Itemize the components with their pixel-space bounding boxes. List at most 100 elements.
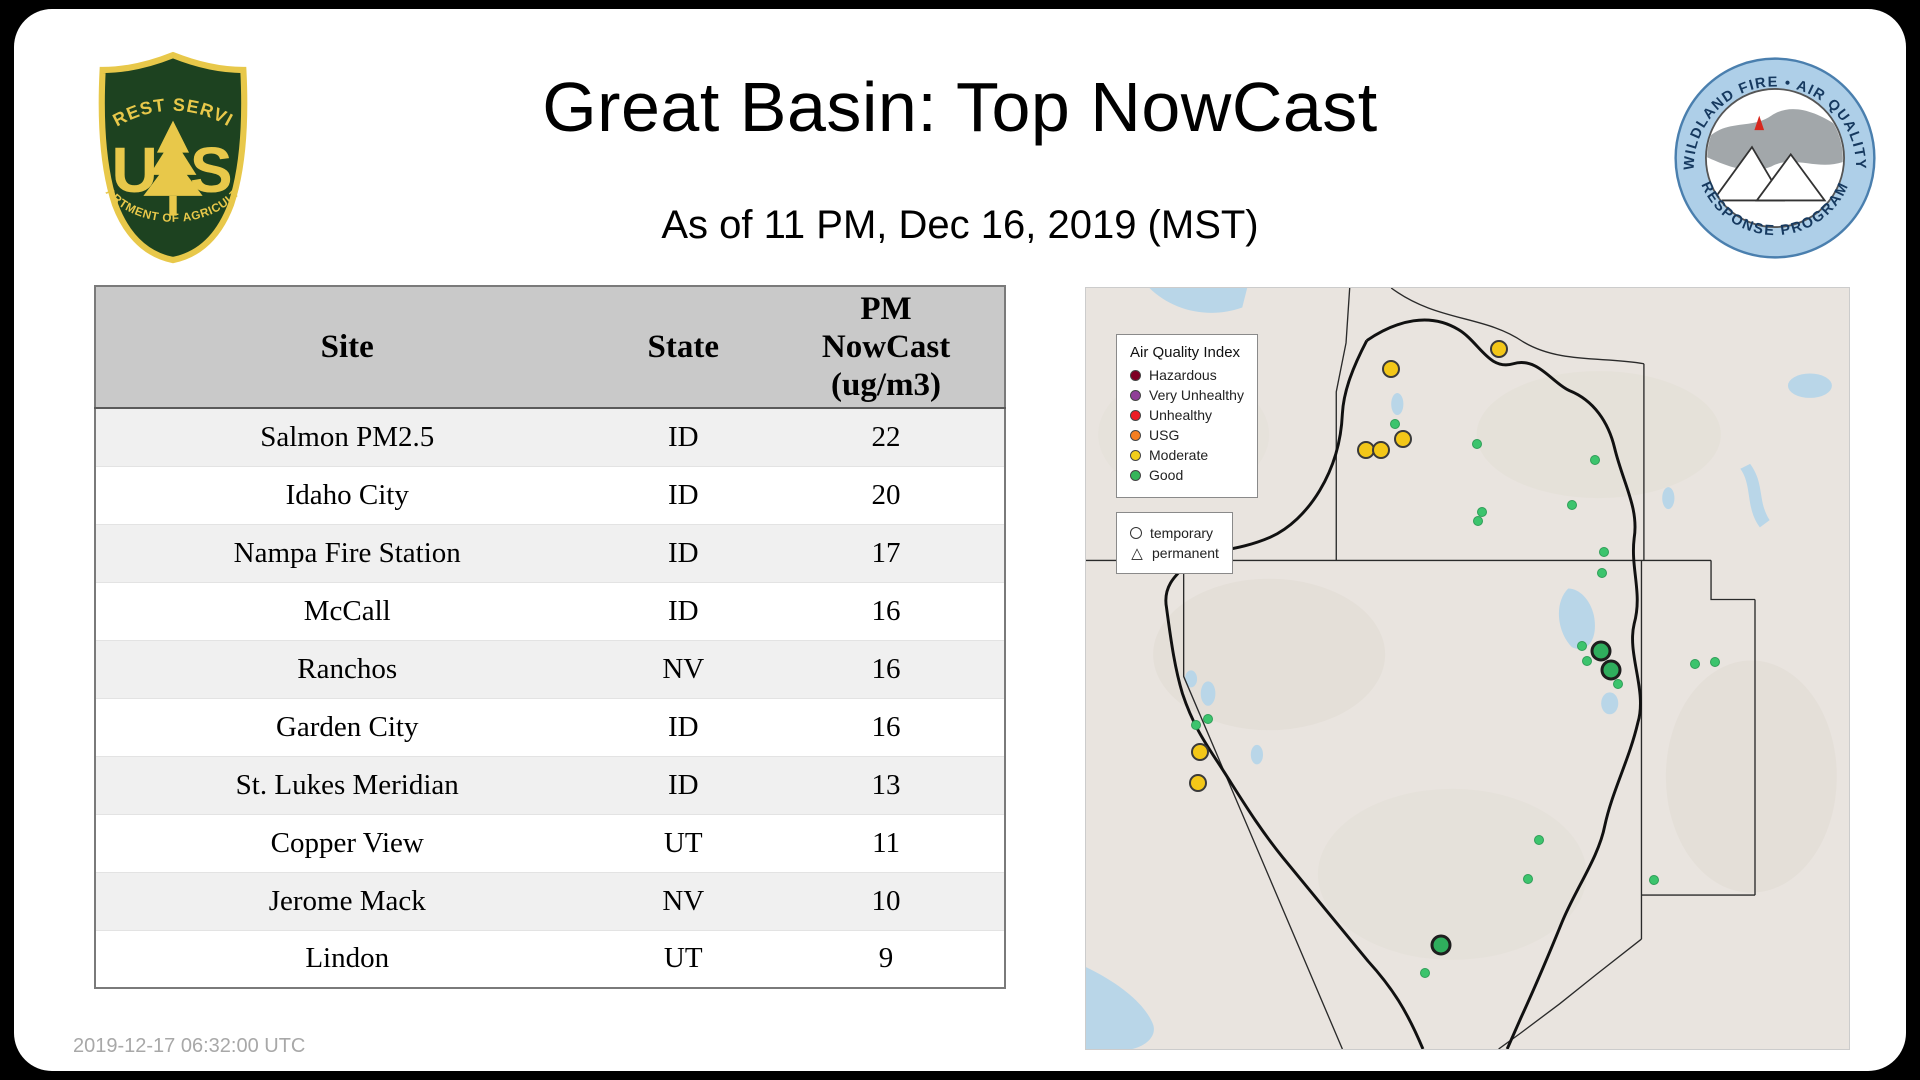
- water-bodies: [1086, 288, 1832, 1049]
- site-cell: Lindon: [95, 929, 599, 988]
- header-site: Site: [95, 286, 599, 409]
- map-marker-good[interactable]: [1590, 640, 1612, 662]
- aqi-color-dot-icon: [1130, 389, 1141, 401]
- fire-icon: [1754, 115, 1765, 131]
- marker-legend-label: temporary: [1150, 525, 1214, 541]
- map-marker-moderate[interactable]: [1382, 359, 1401, 378]
- table-header-row: Site State PM NowCast (ug/m3): [95, 286, 1005, 409]
- map-markers-layer: [1086, 288, 1849, 1049]
- value-cell: 16: [768, 639, 1005, 698]
- value-cell: 11: [768, 813, 1005, 872]
- map-marker-good[interactable]: [1597, 567, 1608, 578]
- map-marker-good[interactable]: [1472, 516, 1483, 527]
- table-row: Salmon PM2.5 ID 22: [95, 407, 1005, 466]
- timestamp: 2019-12-17 06:32:00 UTC: [73, 1035, 306, 1057]
- state-cell: ID: [598, 523, 769, 582]
- map-marker-good[interactable]: [1576, 640, 1587, 651]
- table-row: Lindon UT 9: [95, 929, 1005, 988]
- marker-legend-label: permanent: [1152, 545, 1219, 561]
- wfaqrp-icon: WILDLAND FIRE • AIR QUALITY RESPONSE PRO…: [1674, 57, 1876, 259]
- state-cell: ID: [598, 755, 769, 814]
- map-marker-good[interactable]: [1581, 655, 1592, 666]
- aqi-color-dot-icon: [1130, 469, 1141, 481]
- table-row: Copper View UT 11: [95, 813, 1005, 872]
- aqi-legend-label: Good: [1149, 467, 1184, 483]
- value-cell: 17: [768, 523, 1005, 582]
- map-marker-good[interactable]: [1420, 968, 1431, 979]
- map-marker-good[interactable]: [1690, 659, 1701, 670]
- site-cell: Nampa Fire Station: [95, 523, 599, 582]
- site-cell: Ranchos: [95, 639, 599, 698]
- air-quality-map[interactable]: Air Quality Index Hazardous Very Unhealth…: [1085, 287, 1850, 1050]
- value-cell: 16: [768, 581, 1005, 640]
- marker-legend-item: permanent: [1130, 545, 1219, 561]
- marker-legend-item: temporary: [1130, 525, 1219, 541]
- map-marker-moderate[interactable]: [1372, 441, 1391, 460]
- aqi-color-dot-icon: [1130, 449, 1141, 461]
- aqi-legend: Air Quality Index Hazardous Very Unhealth…: [1116, 334, 1258, 498]
- map-marker-good[interactable]: [1203, 714, 1214, 725]
- site-cell: Copper View: [95, 813, 599, 872]
- page-title: Great Basin: Top NowCast: [542, 68, 1378, 146]
- map-marker-good[interactable]: [1471, 439, 1482, 450]
- aqi-legend-label: Hazardous: [1149, 367, 1217, 383]
- header-state: State: [598, 286, 769, 409]
- map-marker-good[interactable]: [1533, 835, 1544, 846]
- map-marker-moderate[interactable]: [1190, 743, 1209, 762]
- map-marker-good[interactable]: [1430, 934, 1452, 956]
- map-marker-good[interactable]: [1522, 874, 1533, 885]
- value-cell: 10: [768, 871, 1005, 930]
- state-cell: ID: [598, 697, 769, 756]
- circle-marker-icon: [1130, 527, 1142, 539]
- map-marker-good[interactable]: [1709, 656, 1720, 667]
- aqi-legend-label: Unhealthy: [1149, 407, 1213, 423]
- state-cell: UT: [598, 813, 769, 872]
- aqi-legend-item: Unhealthy: [1130, 407, 1244, 423]
- mountains-icon: [1711, 145, 1827, 202]
- map-marker-moderate[interactable]: [1189, 773, 1208, 792]
- usfs-logo: FOREST SERVICE U S DEPARTMENT OF AGRICUL…: [73, 33, 266, 265]
- map-marker-good[interactable]: [1648, 875, 1659, 886]
- page-subtitle: As of 11 PM, Dec 16, 2019 (MST): [661, 203, 1259, 247]
- state-cell: ID: [598, 407, 769, 466]
- state-cell: UT: [598, 929, 769, 988]
- aqi-legend-label: USG: [1149, 427, 1180, 443]
- site-cell: Garden City: [95, 697, 599, 756]
- state-cell: ID: [598, 581, 769, 640]
- value-cell: 9: [768, 929, 1005, 988]
- table-row: Nampa Fire Station ID 17: [95, 523, 1005, 582]
- map-marker-moderate[interactable]: [1489, 340, 1508, 359]
- map-marker-good[interactable]: [1590, 455, 1601, 466]
- map-marker-good[interactable]: [1600, 659, 1622, 681]
- value-cell: 20: [768, 465, 1005, 524]
- aqi-color-dot-icon: [1130, 429, 1141, 441]
- slide-page: FOREST SERVICE U S DEPARTMENT OF AGRICUL…: [14, 9, 1906, 1071]
- wfaqrp-logo: WILDLAND FIRE • AIR QUALITY RESPONSE PRO…: [1672, 55, 1878, 261]
- nowcast-table-container: Site State PM NowCast (ug/m3) Salmon PM2…: [94, 285, 1006, 989]
- map-marker-good[interactable]: [1566, 500, 1577, 511]
- aqi-legend-item: Very Unhealthy: [1130, 387, 1244, 403]
- aqi-legend-title: Air Quality Index: [1130, 344, 1241, 361]
- site-cell: Salmon PM2.5: [95, 407, 599, 466]
- value-cell: 16: [768, 697, 1005, 756]
- header-pm-nowcast: PM NowCast (ug/m3): [768, 286, 1005, 409]
- map-marker-good[interactable]: [1476, 506, 1487, 517]
- state-cell: NV: [598, 639, 769, 698]
- table-row: Idaho City ID 20: [95, 465, 1005, 524]
- value-cell: 22: [768, 407, 1005, 466]
- nowcast-table: Site State PM NowCast (ug/m3) Salmon PM2…: [94, 285, 1006, 989]
- great-basin-boundary: [1164, 318, 1642, 1049]
- table-row: Jerome Mack NV 10: [95, 871, 1005, 930]
- aqi-legend-item: USG: [1130, 427, 1244, 443]
- site-cell: McCall: [95, 581, 599, 640]
- state-cell: NV: [598, 871, 769, 930]
- map-marker-good[interactable]: [1190, 720, 1201, 731]
- map-marker-good[interactable]: [1598, 546, 1609, 557]
- map-marker-good[interactable]: [1389, 418, 1400, 429]
- table-row: Garden City ID 16: [95, 697, 1005, 756]
- aqi-legend-item: Good: [1130, 467, 1244, 483]
- map-marker-good[interactable]: [1613, 678, 1624, 689]
- value-cell: 13: [768, 755, 1005, 814]
- table-row: McCall ID 16: [95, 581, 1005, 640]
- map-marker-moderate[interactable]: [1394, 430, 1413, 449]
